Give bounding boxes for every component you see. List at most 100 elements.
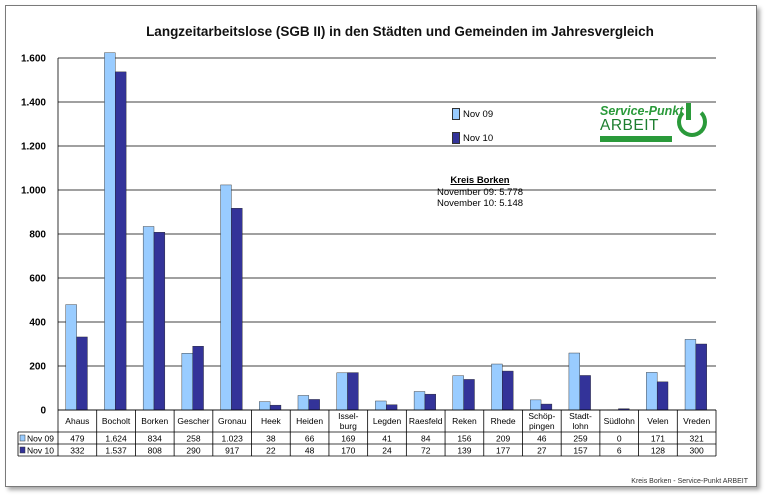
- data-label: 259: [573, 434, 587, 444]
- data-label: 139: [457, 446, 471, 456]
- data-label: 171: [651, 434, 665, 444]
- annotation-nov09-total: November 09: 5.778: [436, 187, 524, 198]
- data-label: 209: [496, 434, 510, 444]
- data-label: 1.023: [222, 434, 244, 444]
- data-label: 84: [421, 434, 431, 444]
- data-label: 24: [382, 446, 392, 456]
- category-label: Heiden: [296, 416, 323, 426]
- data-label: 170: [341, 446, 355, 456]
- data-label: 290: [186, 446, 200, 456]
- bar-nov09-5: [259, 401, 271, 411]
- bar-nov09-10: [452, 375, 464, 411]
- bar-nov10-13: [579, 375, 591, 411]
- data-label: 128: [651, 446, 665, 456]
- logo-text-line2: ARBEIT: [600, 117, 659, 134]
- y-tick-label: 1.400: [21, 98, 46, 109]
- data-label: 0: [617, 434, 622, 444]
- category-label: Legden: [373, 416, 402, 426]
- service-punkt-logo: Service-Punkt ARBEIT: [600, 103, 710, 148]
- data-label: 300: [690, 446, 704, 456]
- power-icon: [677, 107, 707, 137]
- data-label: 321: [690, 434, 704, 444]
- annotation-nov10-total: November 10: 5.148: [436, 198, 524, 209]
- category-label: pingen: [529, 421, 555, 431]
- data-label: 41: [382, 434, 392, 444]
- category-label: Heek: [261, 416, 282, 426]
- legend-label-nov09: Nov 09: [463, 108, 494, 120]
- bar-nov10-3: [192, 346, 204, 411]
- category-label: Vreden: [683, 416, 710, 426]
- data-label: 834: [148, 434, 162, 444]
- bar-nov09-0: [65, 304, 77, 411]
- data-label: 6: [617, 446, 622, 456]
- bar-nov10-4: [231, 208, 243, 411]
- category-label: Schöp-: [528, 411, 555, 421]
- category-label: Stadt-: [569, 411, 592, 421]
- bar-nov09-13: [568, 352, 580, 411]
- data-label: 808: [148, 446, 162, 456]
- data-label: 27: [537, 446, 547, 456]
- legend-swatch-nov09: [452, 108, 460, 120]
- legend-label-nov10: Nov 10: [463, 132, 494, 144]
- category-label: Rhede: [491, 416, 516, 426]
- data-label: 46: [537, 434, 547, 444]
- y-tick-label: 800: [29, 230, 46, 241]
- bar-nov10-5: [269, 404, 282, 411]
- bar-nov09-6: [297, 395, 310, 411]
- category-label: Raesfeld: [409, 416, 443, 426]
- bar-nov09-16: [684, 339, 697, 411]
- y-tick-label: 1.000: [21, 186, 46, 197]
- bar-nov10-9: [424, 393, 436, 411]
- y-tick-label: 200: [29, 362, 46, 373]
- bar-nov10-15: [656, 381, 669, 411]
- bar-nov10-1: [115, 71, 127, 411]
- y-tick-label: 600: [29, 274, 46, 285]
- annotation-title: Kreis Borken: [450, 175, 510, 186]
- category-label: Borken: [141, 416, 168, 426]
- bar-nov10-16: [695, 343, 707, 411]
- data-label: 479: [70, 434, 84, 444]
- bar-nov09-9: [413, 391, 426, 411]
- category-label: Velen: [647, 416, 669, 426]
- category-label: Gronau: [218, 416, 247, 426]
- bar-nov10-12: [540, 403, 553, 411]
- y-tick-label: 1.600: [21, 54, 46, 65]
- category-label: Ahaus: [65, 416, 89, 426]
- bar-nov10-6: [308, 399, 320, 411]
- category-label: Issel-: [338, 411, 358, 421]
- data-label: 1.624: [105, 434, 127, 444]
- bar-nov10-0: [76, 336, 88, 411]
- bar-nov09-2: [142, 226, 155, 411]
- y-tick-label: 0: [40, 406, 46, 417]
- power-icon-stem: [686, 103, 691, 120]
- y-tick-label: 1.200: [21, 142, 46, 153]
- category-label: Südlohn: [604, 416, 635, 426]
- logo-bar: [600, 136, 672, 142]
- table-series-name: Nov 09: [27, 434, 54, 444]
- data-label: 66: [305, 434, 315, 444]
- logo-text-line1: Service-Punkt: [600, 104, 684, 118]
- table-series-name: Nov 10: [27, 446, 54, 456]
- data-label: 1.537: [105, 446, 127, 456]
- bar-nov09-12: [530, 399, 542, 411]
- data-label: 22: [266, 446, 276, 456]
- bar-nov10-8: [386, 404, 398, 411]
- category-label: Reken: [452, 416, 477, 426]
- data-label: 72: [421, 446, 431, 456]
- y-tick-label: 400: [29, 318, 46, 329]
- data-label: 48: [305, 446, 315, 456]
- bar-nov09-15: [646, 372, 658, 411]
- category-label: Bocholt: [102, 416, 131, 426]
- bar-nov09-8: [375, 400, 387, 411]
- legend-swatch-nov10: [452, 132, 460, 144]
- legend-item-nov10: Nov 10: [452, 132, 493, 144]
- bar-nov10-7: [347, 372, 359, 411]
- bar-nov09-4: [220, 184, 232, 411]
- data-label: 169: [341, 434, 355, 444]
- category-label: burg: [340, 421, 357, 431]
- data-label: 258: [186, 434, 200, 444]
- data-label: 917: [225, 446, 239, 456]
- data-label: 177: [496, 446, 510, 456]
- bar-nov10-2: [153, 232, 166, 411]
- footer-credit: Kreis Borken - Service-Punkt ARBEIT: [631, 478, 748, 485]
